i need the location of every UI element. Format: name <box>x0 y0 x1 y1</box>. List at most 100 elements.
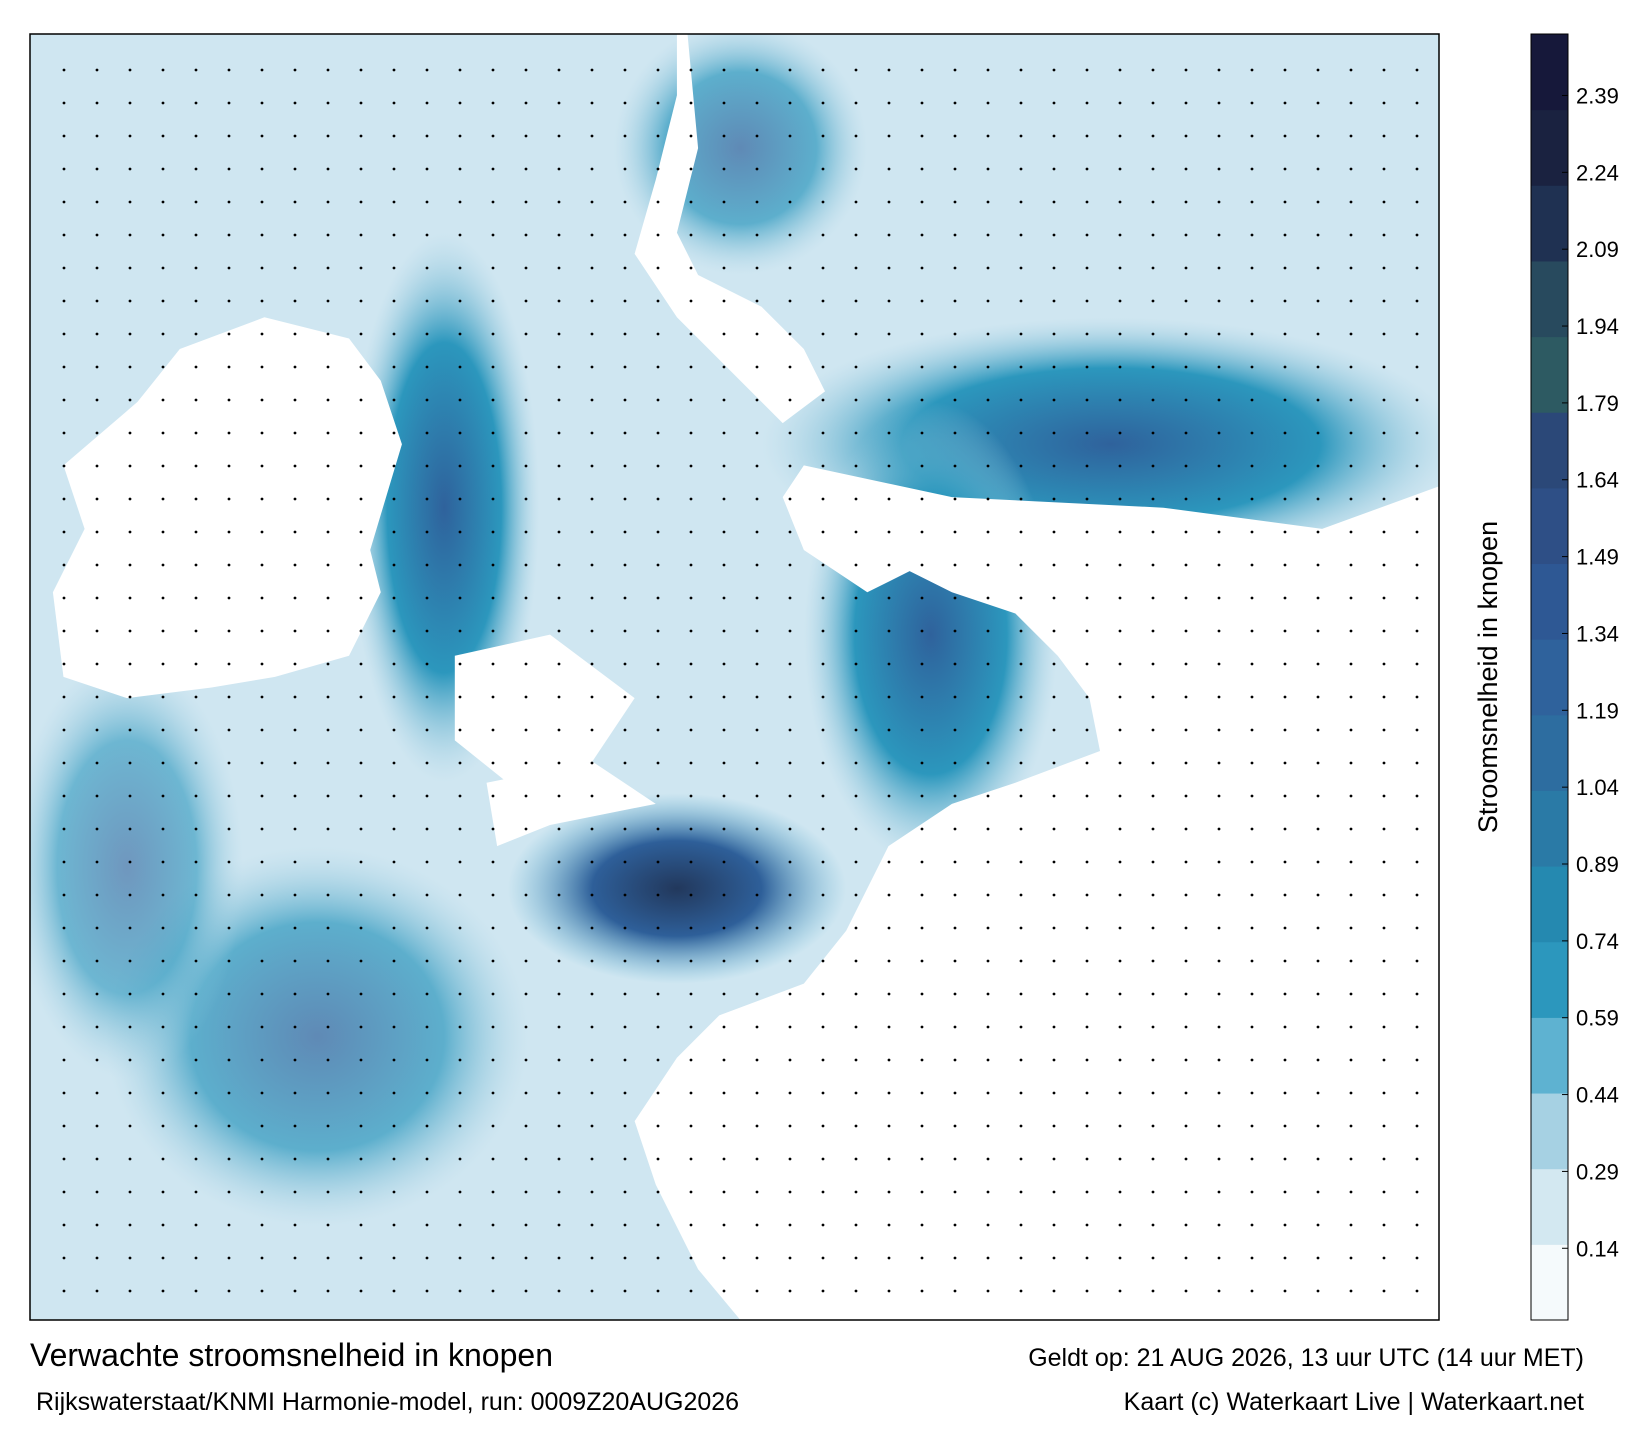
grid-dot <box>821 200 825 204</box>
grid-dot <box>1052 101 1056 105</box>
grid-dot <box>953 464 957 468</box>
grid-dot <box>788 365 792 369</box>
grid-dot <box>1217 134 1221 138</box>
grid-dot <box>161 497 165 501</box>
grid-dot <box>755 563 759 567</box>
grid-dot <box>1250 1025 1254 1029</box>
grid-dot <box>920 794 924 798</box>
grid-dot <box>227 233 231 237</box>
grid-dot <box>722 893 726 897</box>
grid-dot <box>161 464 165 468</box>
grid-dot <box>1250 1058 1254 1062</box>
grid-dot <box>1250 1256 1254 1260</box>
grid-dot <box>1118 695 1122 699</box>
grid-dot <box>656 563 660 567</box>
grid-dot <box>623 266 627 270</box>
grid-dot <box>722 431 726 435</box>
grid-dot <box>1217 662 1221 666</box>
grid-dot <box>359 1091 363 1095</box>
grid-dot <box>227 629 231 633</box>
grid-dot <box>887 1157 891 1161</box>
grid-dot <box>1250 200 1254 204</box>
grid-dot <box>755 662 759 666</box>
grid-dot <box>458 1256 462 1260</box>
grid-dot <box>161 431 165 435</box>
grid-dot <box>590 695 594 699</box>
grid-dot <box>755 794 759 798</box>
grid-dot <box>1217 860 1221 864</box>
grid-dot <box>425 1025 429 1029</box>
grid-dot <box>920 1289 924 1293</box>
grid-dot <box>755 266 759 270</box>
map-frame <box>29 33 1440 1321</box>
grid-dot <box>194 596 198 600</box>
grid-dot <box>95 827 99 831</box>
grid-dot <box>95 695 99 699</box>
grid-dot <box>689 1091 693 1095</box>
grid-dot <box>194 992 198 996</box>
grid-dot <box>689 662 693 666</box>
grid-dot <box>623 827 627 831</box>
grid-dot <box>293 1157 297 1161</box>
grid-dot <box>458 365 462 369</box>
grid-dots <box>62 68 1419 1293</box>
grid-dot <box>293 860 297 864</box>
grid-dot <box>260 959 264 963</box>
grid-dot <box>1019 1289 1023 1293</box>
grid-dot <box>1415 893 1419 897</box>
grid-dot <box>95 959 99 963</box>
grid-dot <box>1283 101 1287 105</box>
grid-dot <box>1118 926 1122 930</box>
grid-dot <box>227 530 231 534</box>
grid-dot <box>920 959 924 963</box>
grid-dot <box>656 1223 660 1227</box>
grid-dot <box>854 1289 858 1293</box>
colorbar-band <box>1531 866 1568 943</box>
grid-dot <box>260 365 264 369</box>
grid-dot <box>623 992 627 996</box>
grid-dot <box>1052 299 1056 303</box>
grid-dot <box>557 926 561 930</box>
grid-dot <box>326 1025 330 1029</box>
grid-dot <box>656 959 660 963</box>
grid-dot <box>326 398 330 402</box>
grid-dot <box>1349 398 1353 402</box>
grid-dot <box>1250 662 1254 666</box>
grid-dot <box>1283 959 1287 963</box>
grid-dot <box>326 1058 330 1062</box>
grid-dot <box>1415 1157 1419 1161</box>
grid-dot <box>656 1190 660 1194</box>
grid-dot <box>755 629 759 633</box>
grid-dot <box>1184 233 1188 237</box>
grid-dot <box>425 1157 429 1161</box>
grid-dot <box>689 464 693 468</box>
grid-dot <box>95 497 99 501</box>
grid-dot <box>227 431 231 435</box>
grid-dot <box>1184 1190 1188 1194</box>
grid-dot <box>1019 431 1023 435</box>
colorbar-tick-label: 1.49 <box>1576 545 1619 570</box>
grid-dot <box>95 299 99 303</box>
grid-dot <box>1184 926 1188 930</box>
grid-dot <box>986 794 990 798</box>
grid-dot <box>854 101 858 105</box>
grid-dot <box>425 299 429 303</box>
grid-dot <box>1052 596 1056 600</box>
grid-dot <box>722 134 726 138</box>
grid-dot <box>227 959 231 963</box>
grid-dot <box>788 464 792 468</box>
grid-dot <box>1316 431 1320 435</box>
grid-dot <box>755 1256 759 1260</box>
grid-dot <box>1415 827 1419 831</box>
grid-dot <box>1415 1223 1419 1227</box>
grid-dot <box>1085 431 1089 435</box>
grid-dot <box>227 695 231 699</box>
grid-dot <box>62 497 66 501</box>
grid-dot <box>788 431 792 435</box>
grid-dot <box>227 464 231 468</box>
grid-dot <box>1349 728 1353 732</box>
grid-dot <box>524 1190 528 1194</box>
grid-dot <box>788 827 792 831</box>
grid-dot <box>161 695 165 699</box>
grid-dot <box>1217 167 1221 171</box>
